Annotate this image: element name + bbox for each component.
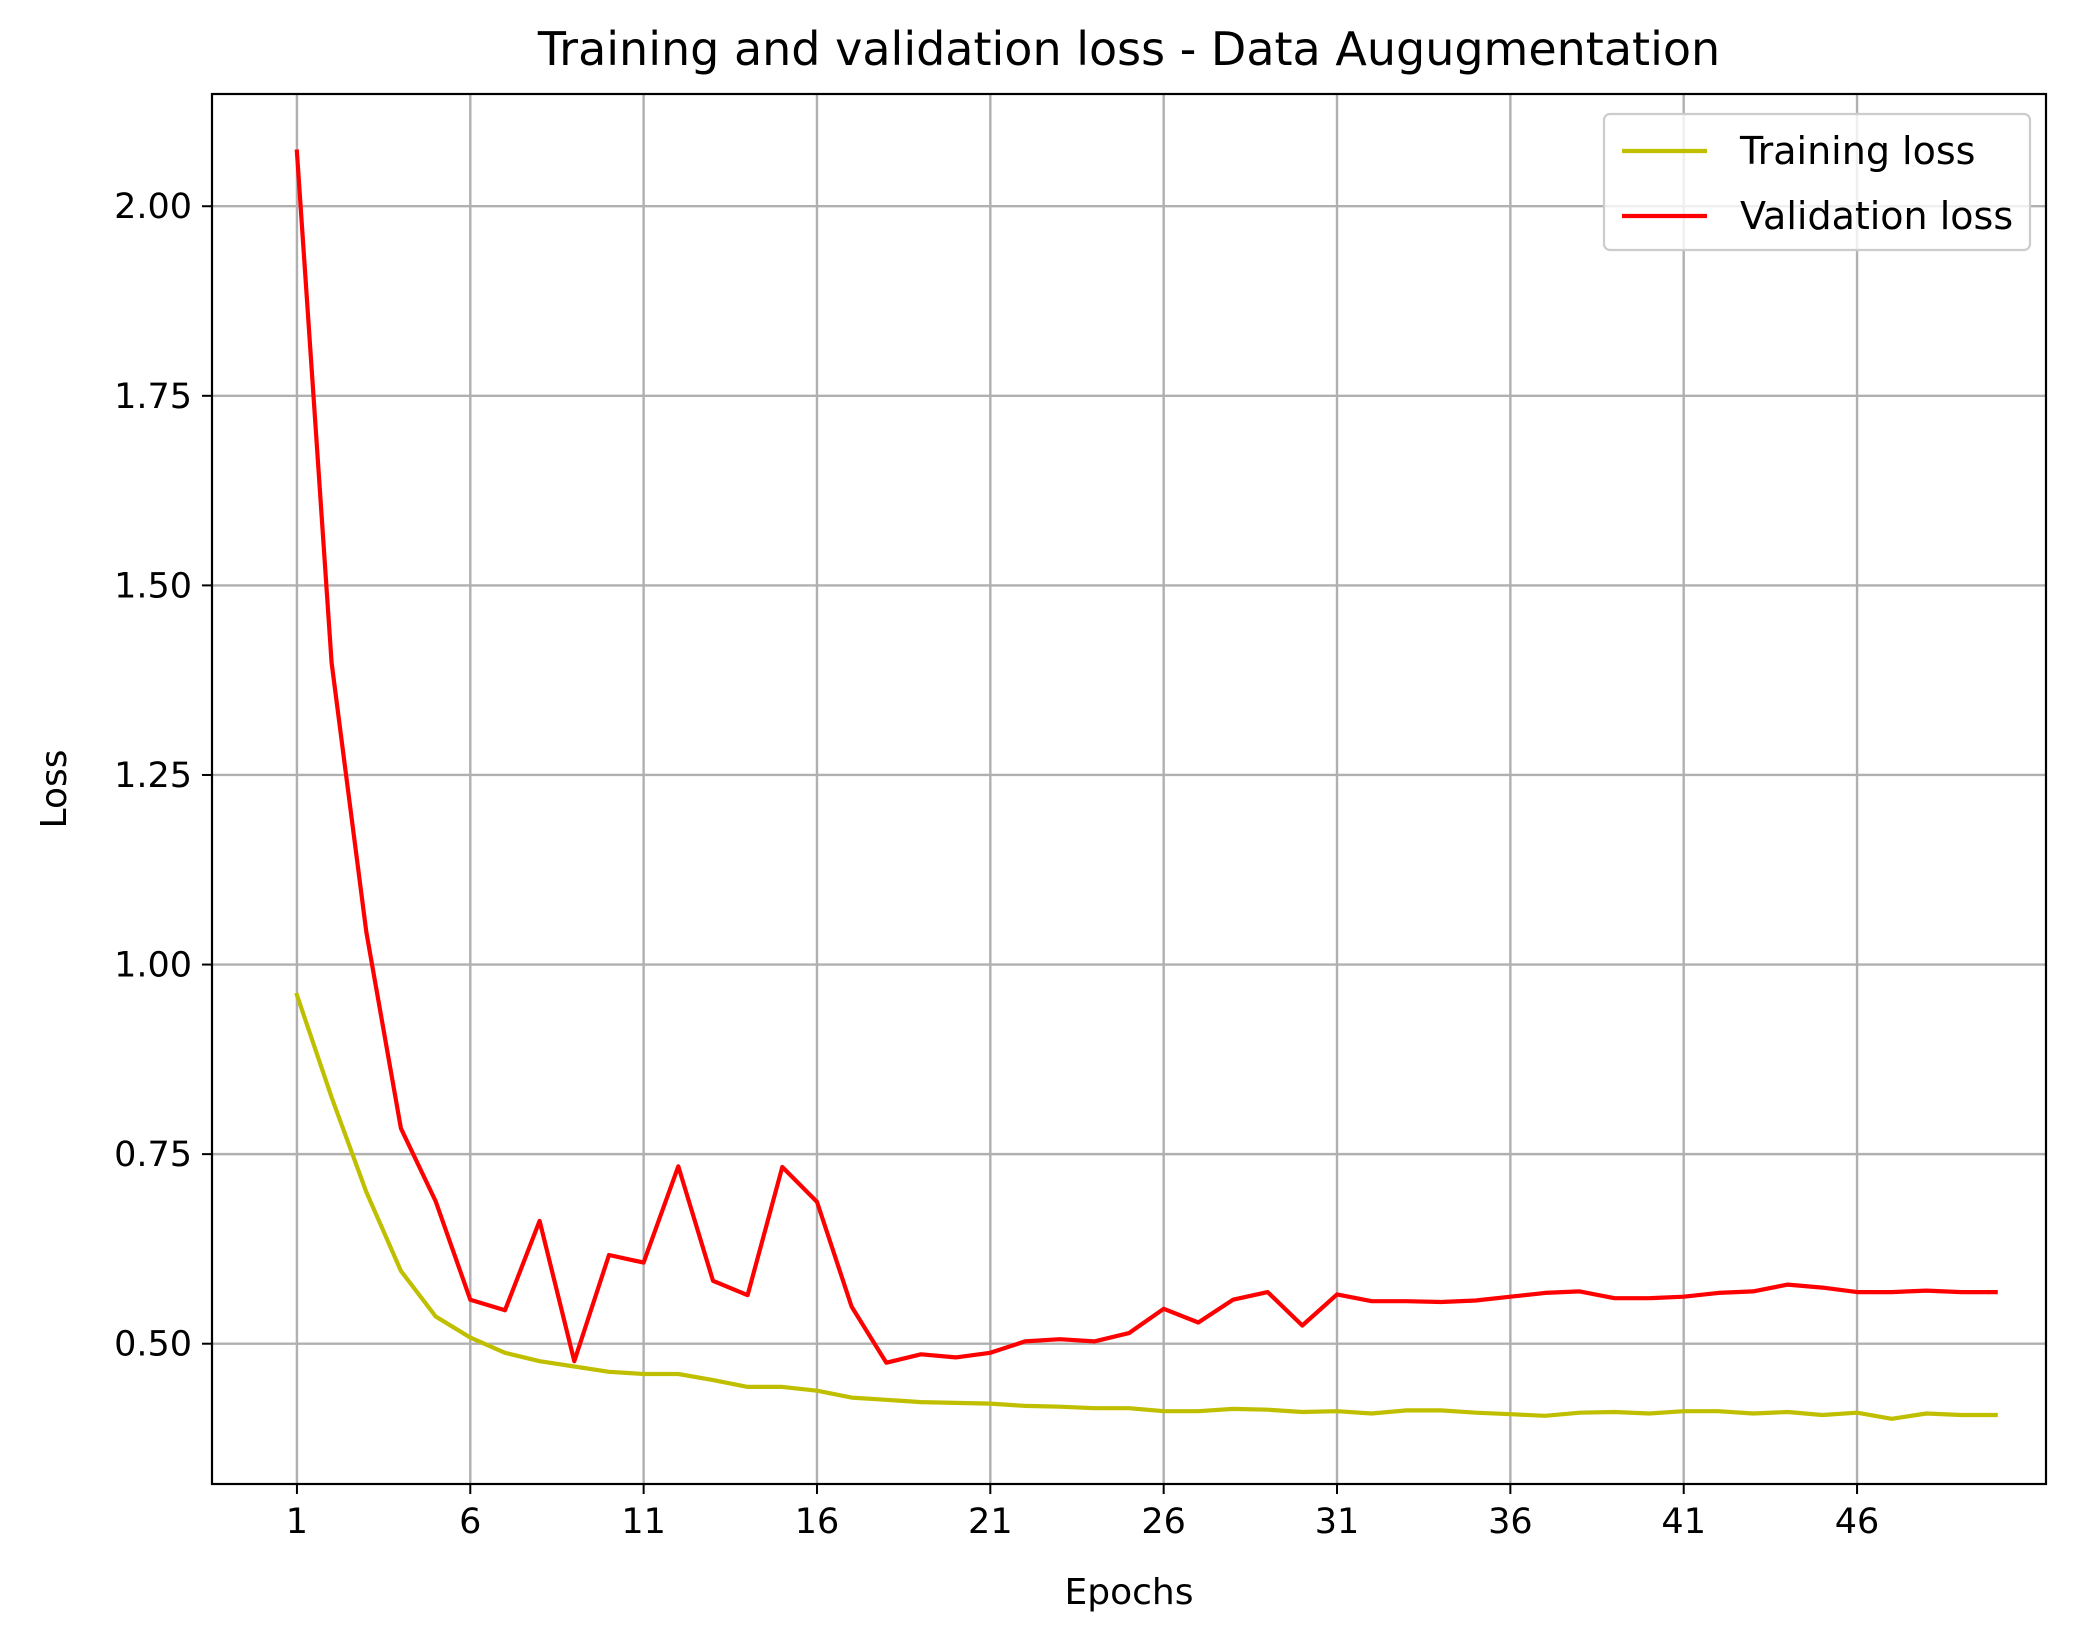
y-tick-label: 0.50 <box>114 1325 192 1365</box>
series-line-validation-loss <box>294 149 1998 1365</box>
x-tick-label: 11 <box>621 1502 666 1542</box>
x-tick-label: 6 <box>459 1502 481 1542</box>
y-tick-label: 2.00 <box>114 187 192 227</box>
y-tick-label: 1.75 <box>114 377 192 417</box>
x-tick-label: 21 <box>968 1502 1013 1542</box>
y-axis-label: Loss <box>34 750 75 829</box>
x-axis-label: Epochs <box>1065 1572 1194 1613</box>
x-tick-label: 16 <box>795 1502 840 1542</box>
axis-ticks: 1 6 11 16 21 26 31 36 41 460.500.751.001.251.501.… <box>114 187 1879 1542</box>
x-tick-label: 1 <box>286 1502 308 1542</box>
chart-title: Training and validation loss - Data Augu… <box>537 22 1720 76</box>
y-tick-label: 0.75 <box>114 1135 192 1175</box>
x-tick-label: 41 <box>1661 1502 1706 1542</box>
legend: Training loss Validation loss <box>1602 112 2032 252</box>
x-tick-label: 46 <box>1835 1502 1880 1542</box>
plot-area-frame <box>210 92 2048 1486</box>
grid-lines <box>212 94 2046 1484</box>
y-tick-label: 1.50 <box>114 566 192 606</box>
legend-label-validation-loss: Validation loss <box>1740 194 2013 238</box>
x-tick-label: 26 <box>1141 1502 1186 1542</box>
legend-box <box>1602 112 2032 252</box>
x-tick-label: 36 <box>1488 1502 1533 1542</box>
series-lines <box>294 149 1998 1421</box>
legend-label-training-loss: Training loss <box>1739 129 1975 173</box>
y-tick-label: 1.25 <box>114 756 192 796</box>
series-line-training-loss <box>294 992 1998 1421</box>
y-tick-label: 1.00 <box>114 946 192 986</box>
x-tick-label: 31 <box>1315 1502 1360 1542</box>
